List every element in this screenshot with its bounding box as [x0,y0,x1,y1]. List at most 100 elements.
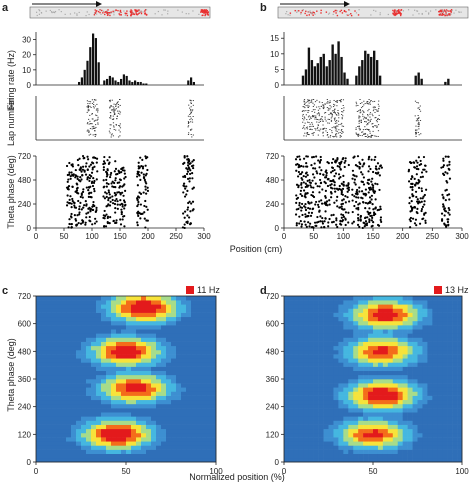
lap-b-spike [331,132,333,134]
phase-b-point [351,210,354,214]
phase-a-point [74,206,78,209]
heat-c-cell [136,329,142,334]
heat-c-cell [171,420,177,425]
lap-b-spike [373,100,376,102]
heat-d-cell [338,325,344,330]
heat-d-cell [328,453,334,459]
heat-c-cell [76,329,82,334]
heat-c-cell [116,379,122,384]
phase-b-point [333,174,336,178]
phase-b-point [340,216,343,219]
phase-a-point [67,226,70,229]
track-spike [313,12,315,14]
lap-a-spike [187,126,189,128]
lap-a-spike [110,136,112,138]
heat-c-cell [71,420,77,425]
phase-b-point [306,185,309,188]
phase-b-point [326,161,329,164]
lap-b-spike [308,115,310,117]
phase-b-point [339,219,342,223]
heat-d-cell [338,445,344,450]
track-spike [94,12,97,15]
lap-b-spike [368,122,370,124]
phase-a-point [71,199,74,203]
lap-b-spike [311,123,314,125]
heat-c-cell [131,329,137,334]
phase-b-point [446,164,449,167]
phase-a-point [77,221,80,225]
heat-c-cell [196,349,202,355]
track-spike [107,9,109,11]
track-spike [135,9,137,11]
phase-a-point [113,181,116,185]
heat-c-cell [171,424,177,430]
heat-c-cell [41,424,47,430]
heat-c-cell [66,453,72,459]
heat-c-cell [191,308,197,313]
heat-d-cell [298,349,305,355]
phase-b-point [374,206,377,209]
lap-b-spike [336,105,338,107]
lap-b-spike [415,129,417,131]
heat-c-cell [191,441,197,446]
heat-d-cell [298,337,305,342]
phase-b-point [371,216,374,219]
lap-a-spike [190,117,192,119]
heat-c-cell [81,358,87,363]
heat-c-cell [61,391,67,396]
phase-a-point [144,199,147,203]
heat-c-cell [41,312,47,318]
heat-c-cell [176,366,182,371]
phase-b-point [335,199,338,202]
heat-c-cell [211,445,217,450]
heat-c-cell [76,408,82,413]
phase-a-point [183,161,186,164]
heat-c-cell [176,453,182,459]
heat-d-cell [323,449,329,454]
heat-d-cell [373,341,379,347]
rate-a-bar [190,77,193,85]
heat-d-cell [363,333,369,338]
heat-d-cell [432,437,438,442]
heat-d-cell [417,453,423,459]
phase-b-point [336,205,339,208]
track-dot [348,9,351,11]
heat-c-cell [101,325,107,330]
heat-d-cell [323,379,329,384]
heat-d-cell [402,370,408,376]
phase-a-point [95,161,98,164]
track-spike [112,10,114,13]
heat-d-cell [318,304,324,309]
heat-d-cell [392,437,399,442]
phase-b-point [357,206,360,209]
heat-c-cell [181,432,187,438]
heat-c-cell [51,432,57,438]
phase-a-point [78,205,81,208]
heat-c-cell [141,300,147,305]
heat-c-cell [126,408,132,413]
heat-c-cell [176,399,182,405]
heat-d-cell [353,304,359,309]
heat-d-cell [377,428,384,434]
lap-b-spike [327,136,329,138]
heat-d-cell [288,428,295,434]
track-dot [428,12,430,14]
heat-d-cell [353,441,359,446]
heat-c-cell [101,312,107,318]
heat-d-cell [298,391,305,396]
lap-a-spike [93,120,95,122]
phase-b-point [352,220,355,223]
heat-d-cell [402,379,408,384]
lap-b-spike [355,132,357,134]
lap-b-spike [341,131,343,133]
phase-a-point [123,214,126,218]
phase-b-point [312,155,315,159]
phase-a-point [85,162,88,165]
heat-d-cell [328,354,334,359]
phase-b-point [340,192,343,196]
heat-d-cell [328,432,334,438]
heat-d-cell [427,416,433,421]
lap-b-spike [328,109,330,111]
track-spike [202,11,204,14]
heat-d-cell [392,428,399,434]
